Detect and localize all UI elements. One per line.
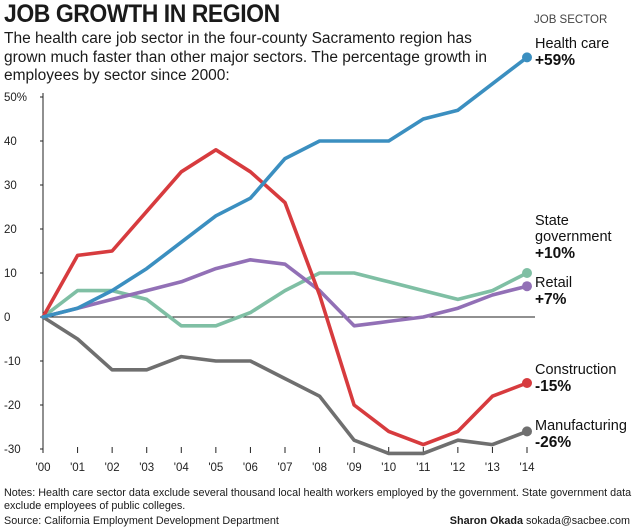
- line-chart: 50% 40 30 20 10 0 -10 -20 -30 '00 '01 '02 '03 '04 '05 '…: [4, 36, 627, 474]
- series-value-label: +7%: [535, 291, 567, 308]
- chart-title: JOB GROWTH IN REGION: [4, 0, 280, 28]
- x-tick-label: '09: [347, 462, 362, 474]
- x-tick-label: '01: [70, 462, 85, 474]
- series-name-label: State: [535, 213, 569, 229]
- y-tick-label: 20: [4, 224, 17, 236]
- credit-name: Sharon Okada: [449, 515, 523, 527]
- series-line: [41, 55, 529, 319]
- chart-credit: Sharon Okada sokada@sacbee.com: [450, 515, 630, 527]
- series-end-marker: [522, 52, 532, 63]
- y-tick-label: -10: [4, 356, 21, 368]
- y-tick-label: 10: [4, 268, 17, 280]
- series-end-marker: [522, 378, 532, 388]
- y-tick-label: -20: [4, 400, 21, 412]
- series-end-marker: [522, 268, 532, 278]
- x-tick-label: '07: [278, 462, 293, 474]
- x-tick-label: '10: [381, 462, 396, 474]
- credit-email: sokada@sacbee.com: [526, 515, 630, 527]
- series-line: [41, 271, 529, 328]
- series-line: [41, 257, 529, 328]
- x-tick-label: '14: [520, 462, 536, 474]
- x-tick-label: '04: [174, 462, 190, 474]
- series-name-label: Health care: [535, 36, 609, 52]
- y-tick-label: 0: [4, 312, 10, 324]
- y-tick-label: -30: [4, 444, 21, 456]
- chart-subtitle: The health care job sector in the four-c…: [4, 30, 488, 84]
- x-tick-label: '12: [450, 462, 465, 474]
- series-name-label: Manufacturing: [535, 418, 627, 434]
- y-tick-label: 40: [4, 136, 17, 148]
- series-value-label: +59%: [535, 52, 575, 69]
- series-value-label: -15%: [535, 378, 571, 395]
- series-line: [41, 148, 529, 447]
- x-tick-label: '13: [485, 462, 500, 474]
- series-end-marker: [522, 281, 532, 292]
- series-end-marker: [522, 426, 532, 437]
- legend-heading: JOB SECTOR: [534, 14, 608, 26]
- series-value-label: -26%: [535, 434, 571, 451]
- x-tick-label: '11: [416, 462, 430, 474]
- x-tick-label: '00: [36, 462, 51, 474]
- chart-notes: Notes: Health care sector data exclude s…: [4, 487, 632, 512]
- x-tick-label: '02: [105, 462, 120, 474]
- series-name-label: Retail: [535, 275, 572, 291]
- y-tick-label: 50%: [4, 92, 27, 104]
- x-tick-label: '03: [139, 462, 154, 474]
- series-name-label: government: [535, 229, 612, 245]
- y-tick-label: 30: [4, 180, 17, 192]
- series-line: [41, 315, 529, 456]
- chart-source: Source: California Employment Developmen…: [4, 515, 279, 527]
- x-tick-label: '08: [312, 462, 327, 474]
- x-tick-label: '06: [243, 462, 258, 474]
- x-tick-label: '05: [208, 462, 223, 474]
- series-value-label: +10%: [535, 245, 575, 262]
- series-name-label: Construction: [535, 362, 616, 378]
